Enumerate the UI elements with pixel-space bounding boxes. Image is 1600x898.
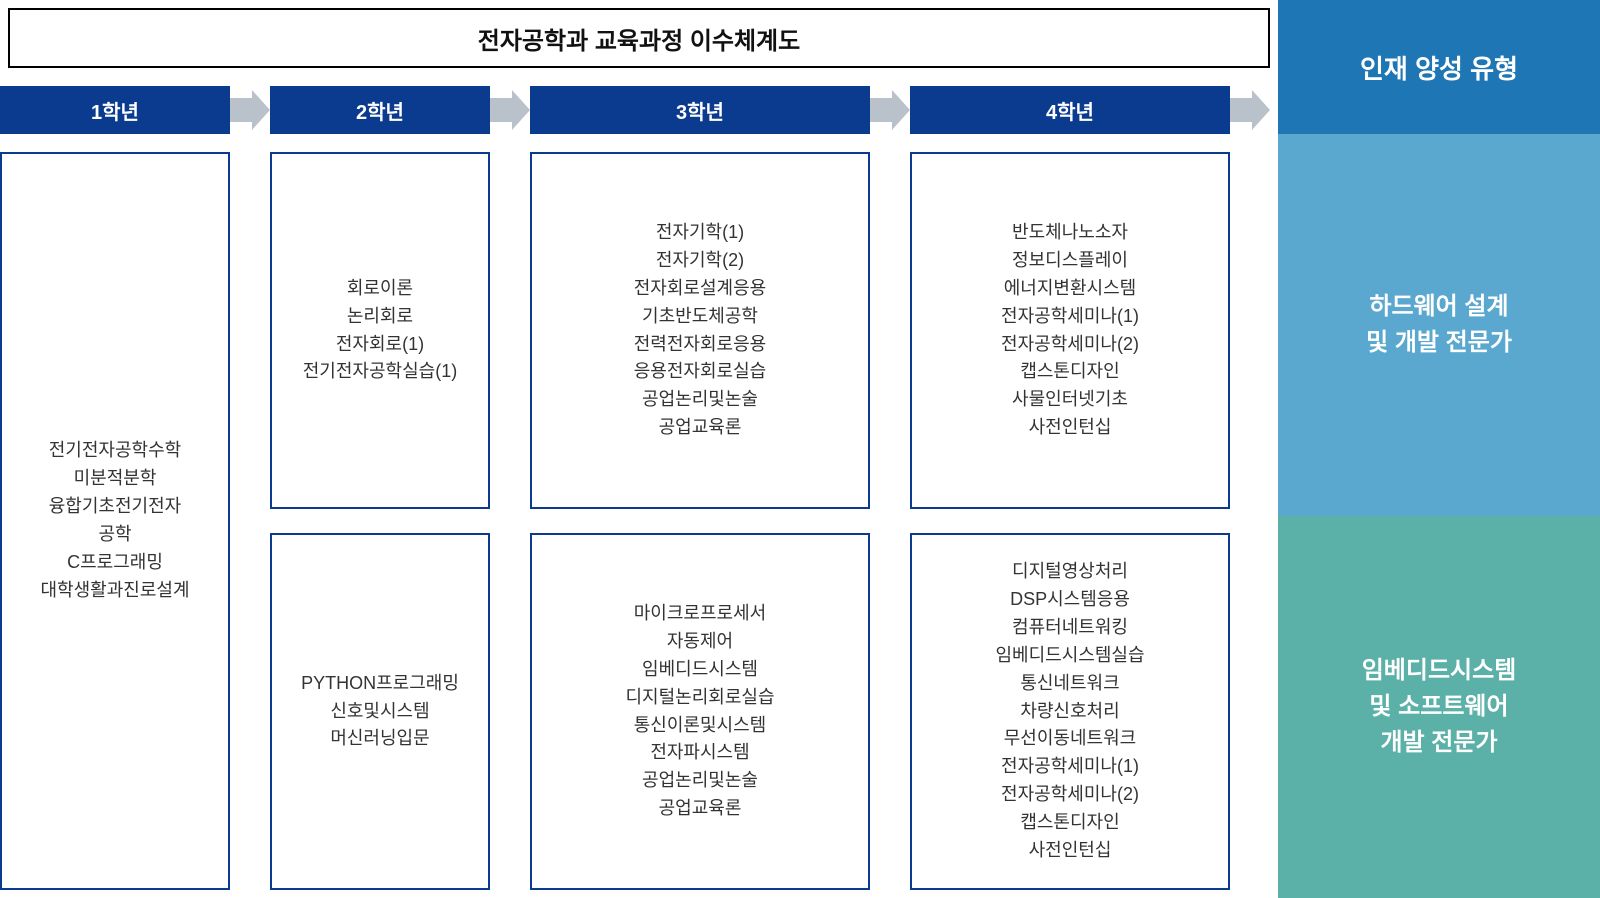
course-box: 마이크로프로세서자동제어임베디드시스템디지털논리회로실습통신이론및시스템전자파시… (530, 533, 870, 890)
course-item: 캡스톤디자인 (1020, 358, 1119, 386)
course-item: 전력전자회로응용 (634, 331, 766, 359)
course-item: 캡스톤디자인 (1020, 809, 1119, 837)
arrow-icon (490, 86, 530, 134)
course-item: 사전인턴십 (1029, 837, 1112, 865)
course-item: 응용전자회로실습 (634, 358, 766, 386)
course-item: 논리회로 (347, 303, 413, 331)
talent-type-line: 임베디드시스템 (1362, 653, 1517, 689)
left-area: 전자공학과 교육과정 이수체계도 1학년 2학년 3학년 4학년 (0, 0, 1278, 898)
course-item: 전기전자공학실습(1) (303, 358, 457, 386)
course-item: 대학생활과진로설계 (40, 577, 189, 605)
course-item: 반도체나노소자 (1012, 219, 1128, 247)
course-item: 사전인턴십 (1029, 414, 1112, 442)
course-item: DSP시스템응용 (1010, 586, 1130, 614)
course-item: 에너지변환시스템 (1004, 275, 1136, 303)
course-item: 전자공학세미나(2) (1001, 781, 1139, 809)
talent-type-box: 하드웨어 설계및 개발 전문가 (1278, 134, 1600, 516)
course-item: PYTHON프로그래밍 (301, 670, 459, 698)
course-item: 공학 (98, 521, 131, 549)
course-item: 차량신호처리 (1020, 698, 1119, 726)
course-item: 임베디드시스템 (642, 656, 758, 684)
course-item: 디지털영상처리 (1012, 558, 1128, 586)
course-item: 전자회로(1) (336, 331, 424, 359)
year-label: 1학년 (91, 96, 139, 125)
course-item: C프로그래밍 (67, 549, 163, 577)
year-header-2: 2학년 (270, 86, 490, 134)
course-item: 통신네트워크 (1020, 670, 1119, 698)
course-item: 디지털논리회로실습 (625, 684, 774, 712)
course-item: 사물인터넷기초 (1012, 386, 1128, 414)
course-box: 전기전자공학수학미분적분학융합기초전기전자공학C프로그래밍대학생활과진로설계 (0, 152, 230, 890)
course-box: PYTHON프로그래밍신호및시스템머신러닝입문 (270, 533, 490, 890)
content-grid: 전기전자공학수학미분적분학융합기초전기전자공학C프로그래밍대학생활과진로설계회로… (0, 152, 1270, 890)
year-column-4: 반도체나노소자정보디스플레이에너지변환시스템전자공학세미나(1)전자공학세미나(… (910, 152, 1230, 890)
course-item: 전자공학세미나(1) (1001, 303, 1139, 331)
talent-type-line: 및 소프트웨어 (1369, 689, 1508, 725)
course-box: 전자기학(1)전자기학(2)전자회로설계응용기초반도체공학전력전자회로응용응용전… (530, 152, 870, 509)
course-box: 디지털영상처리DSP시스템응용컴퓨터네트워킹임베디드시스템실습통신네트워크차량신… (910, 533, 1230, 890)
course-item: 신호및시스템 (330, 698, 429, 726)
column-gap (490, 152, 530, 890)
column-gap (230, 152, 270, 890)
arrow-icon (230, 86, 270, 134)
column-gap (1230, 152, 1270, 890)
diagram-title: 전자공학과 교육과정 이수체계도 (8, 8, 1270, 68)
year-column-1: 전기전자공학수학미분적분학융합기초전기전자공학C프로그래밍대학생활과진로설계 (0, 152, 230, 890)
talent-type-line: 하드웨어 설계 (1369, 289, 1508, 325)
course-item: 미분적분학 (74, 465, 157, 493)
course-item: 공업교육론 (659, 795, 742, 823)
year-header-3: 3학년 (530, 86, 870, 134)
course-item: 전기전자공학수학 (49, 437, 181, 465)
course-item: 무선이동네트워크 (1004, 725, 1136, 753)
course-item: 임베디드시스템실습 (995, 642, 1144, 670)
course-item: 자동제어 (667, 628, 733, 656)
title-text: 전자공학과 교육과정 이수체계도 (478, 21, 800, 56)
year-header-4: 4학년 (910, 86, 1230, 134)
course-item: 통신이론및시스템 (634, 712, 766, 740)
course-item: 공업논리및논술 (642, 386, 758, 414)
talent-header-text: 인재 양성 유형 (1360, 49, 1518, 86)
course-item: 융합기초전기전자 (49, 493, 181, 521)
talent-body: 하드웨어 설계및 개발 전문가임베디드시스템및 소프트웨어개발 전문가 (1278, 134, 1600, 898)
course-item: 마이크로프로세서 (634, 600, 766, 628)
talent-type-line: 개발 전문가 (1380, 725, 1497, 761)
talent-type-box: 임베디드시스템및 소프트웨어개발 전문가 (1278, 516, 1600, 898)
talent-header: 인재 양성 유형 (1278, 0, 1600, 134)
course-item: 기초반도체공학 (642, 303, 758, 331)
arrow-icon (1230, 86, 1270, 134)
course-item: 전자파시스템 (650, 739, 749, 767)
course-item: 컴퓨터네트워킹 (1012, 614, 1128, 642)
year-header-row: 1학년 2학년 3학년 4학년 (0, 86, 1270, 134)
course-box: 회로이론논리회로전자회로(1)전기전자공학실습(1) (270, 152, 490, 509)
arrow-icon (870, 86, 910, 134)
column-gap (870, 152, 910, 890)
course-item: 회로이론 (347, 275, 413, 303)
course-item: 머신러닝입문 (330, 725, 429, 753)
year-column-2: 회로이론논리회로전자회로(1)전기전자공학실습(1) PYTHON프로그래밍신호및… (270, 152, 490, 890)
year-header-1: 1학년 (0, 86, 230, 134)
talent-area: 인재 양성 유형 하드웨어 설계및 개발 전문가임베디드시스템및 소프트웨어개발… (1278, 0, 1600, 898)
year-label: 4학년 (1046, 96, 1094, 125)
course-item: 전자공학세미나(1) (1001, 753, 1139, 781)
course-item: 공업교육론 (659, 414, 742, 442)
course-item: 전자기학(1) (656, 219, 744, 247)
curriculum-diagram: 전자공학과 교육과정 이수체계도 1학년 2학년 3학년 4학년 (0, 0, 1600, 898)
course-item: 정보디스플레이 (1012, 247, 1128, 275)
course-item: 공업논리및논술 (642, 767, 758, 795)
course-item: 전자공학세미나(2) (1001, 331, 1139, 359)
course-item: 전자회로설계응용 (634, 275, 766, 303)
course-box: 반도체나노소자정보디스플레이에너지변환시스템전자공학세미나(1)전자공학세미나(… (910, 152, 1230, 509)
talent-type-line: 및 개발 전문가 (1366, 325, 1512, 361)
course-item: 전자기학(2) (656, 247, 744, 275)
year-label: 2학년 (356, 96, 404, 125)
year-column-3: 전자기학(1)전자기학(2)전자회로설계응용기초반도체공학전력전자회로응용응용전… (530, 152, 870, 890)
year-label: 3학년 (676, 96, 724, 125)
